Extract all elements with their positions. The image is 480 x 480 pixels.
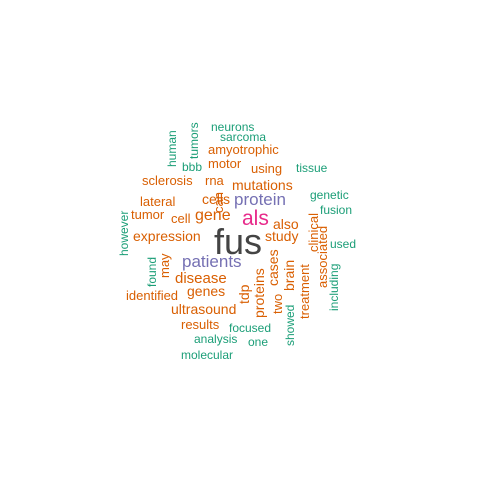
word-fusion: fusion <box>320 203 353 217</box>
word-motor: motor <box>208 156 242 171</box>
word-tdp: tdp <box>236 284 252 304</box>
word-molecular: molecular <box>181 348 234 362</box>
word-tumor: tumor <box>131 207 165 222</box>
word-mutations: mutations <box>232 177 293 193</box>
word-one: one <box>248 335 269 349</box>
word-cell: cell <box>171 211 191 226</box>
word-lateral: lateral <box>140 194 176 209</box>
word-bbb: bbb <box>182 160 203 174</box>
word-cells: cells <box>202 191 231 207</box>
word-used: used <box>330 237 357 251</box>
word-gene: gene <box>195 207 231 224</box>
word-brain: brain <box>281 259 297 291</box>
word-protein: protein <box>234 190 286 209</box>
word-fus: fus <box>214 221 263 262</box>
word-human: human <box>165 130 179 167</box>
word-als: als <box>242 207 269 230</box>
word-showed: showed <box>283 304 297 346</box>
word-ultrasound: ultrasound <box>171 301 237 317</box>
word-amyotrophic: amyotrophic <box>208 142 279 157</box>
word-may: may <box>157 253 172 278</box>
word-study: study <box>265 228 299 244</box>
word-including: including <box>327 263 341 311</box>
word-tumors: tumors <box>187 122 201 159</box>
word-genetic: genetic <box>310 188 349 202</box>
word-sclerosis: sclerosis <box>142 173 193 188</box>
word-rna: rna <box>205 173 224 188</box>
word-clinical: clinical <box>306 212 321 252</box>
word-patients: patients <box>182 252 242 271</box>
word-genes: genes <box>187 283 226 299</box>
word-analysis: analysis <box>194 332 238 346</box>
word-can: can <box>211 192 226 213</box>
word-identified: identified <box>126 288 179 303</box>
word-also: also <box>273 216 299 232</box>
word-sarcoma: sarcoma <box>220 130 267 144</box>
word-focused: focused <box>229 321 272 335</box>
word-however: however <box>117 210 131 256</box>
word-results: results <box>181 317 220 332</box>
word-treatment: treatment <box>297 264 312 319</box>
word-cases: cases <box>265 249 281 286</box>
word-proteins: proteins <box>251 268 267 318</box>
word-expression: expression <box>133 228 201 244</box>
word-tissue: tissue <box>296 161 328 175</box>
word-using: using <box>251 161 283 176</box>
word-disease: disease <box>175 270 227 287</box>
word-neurons: neurons <box>211 120 255 134</box>
